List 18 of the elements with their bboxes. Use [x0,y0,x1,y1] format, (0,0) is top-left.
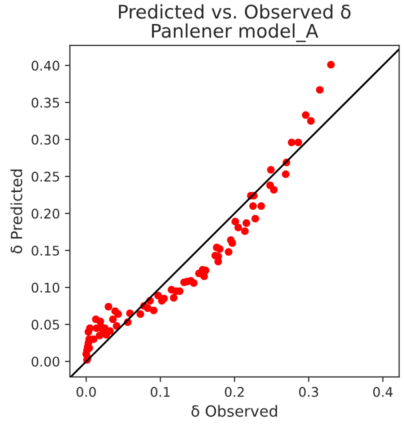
x-tick-label: 0.0 [76,386,96,397]
x-axis-title: δ Observed [192,405,277,417]
x-tick-label: 0.4 [373,386,393,397]
y-tick-label: 0.05 [32,320,60,330]
x-tick-label: 0.3 [299,386,318,397]
chart-title: Predicted vs. Observed δ [118,4,350,19]
y-tick-label: 0.30 [32,134,60,145]
y-axis-title: δ Predicted [10,170,22,254]
y-tick-label: 0.40 [32,60,60,71]
y-tick-label: 0.15 [32,246,60,256]
chart-subtitle: Panlener model_A [152,23,318,42]
x-tick-label: 0.2 [224,386,244,397]
y-tick-label: 0.10 [32,282,60,293]
y-tick-label: 0.35 [32,98,60,108]
y-tick-label: 0.25 [32,172,60,182]
y-tick-label: 0.20 [32,208,60,219]
y-tick-label: 0.00 [32,356,60,367]
x-tick-label: 0.1 [150,386,170,397]
